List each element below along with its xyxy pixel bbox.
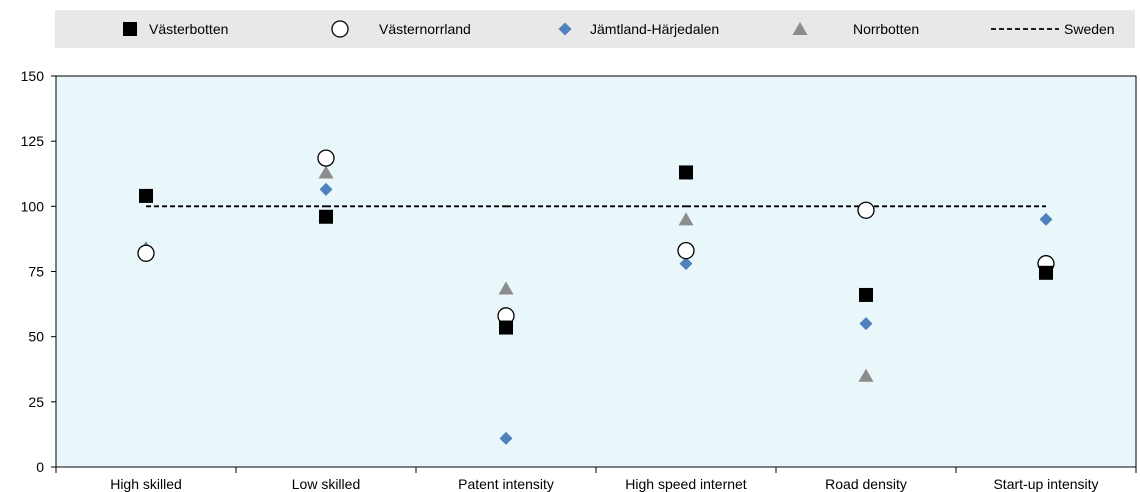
data-point [679, 257, 693, 271]
data-point [319, 182, 333, 196]
y-tick-label: 50 [28, 329, 44, 345]
data-point [318, 165, 334, 179]
x-category-label: Start-up intensity [993, 476, 1098, 492]
data-point [859, 317, 873, 331]
data-point [139, 188, 153, 203]
legend-marker [331, 20, 349, 38]
data-point [677, 241, 695, 260]
plot-area [55, 75, 1137, 468]
data-point [678, 212, 694, 226]
data-point [499, 431, 513, 445]
x-category-label: Patent intensity [458, 476, 554, 492]
data-point [319, 209, 333, 224]
data-point [679, 165, 693, 180]
x-category-label: High skilled [110, 476, 182, 492]
x-axis: High skilled Low skilled Patent intensity H… [55, 467, 1137, 492]
x-category-label: Low skilled [292, 476, 360, 492]
x-category-label: High speed internet [625, 476, 747, 492]
data-point [317, 149, 335, 167]
y-tick-label: 125 [21, 133, 45, 149]
legend: Västerbotten Västernorrland Jämtland-Härje… [123, 20, 1115, 38]
data-point [499, 320, 513, 335]
legend-label: Sweden [1064, 21, 1115, 37]
legend-label: Norrbotten [853, 21, 919, 37]
data-point [1039, 265, 1053, 280]
legend-label: Västerbotten [149, 21, 228, 37]
y-tick-label: 75 [28, 264, 44, 280]
y-tick-label: 25 [28, 394, 44, 410]
data-point [498, 281, 514, 295]
data-point [857, 201, 875, 219]
legend-marker [792, 22, 808, 35]
data-point [859, 287, 873, 302]
y-axis: 0 25 50 75 100 125 150 [21, 68, 56, 475]
data-point [137, 244, 155, 262]
x-category-label: Road density [825, 476, 907, 492]
legend-label: Västernorrland [379, 21, 471, 37]
y-tick-label: 0 [36, 459, 44, 475]
y-tick-label: 100 [21, 198, 45, 214]
legend-label: Jämtland-Härjedalen [590, 21, 719, 37]
legend-marker [558, 22, 572, 36]
data-points [137, 149, 1055, 445]
data-point [858, 368, 874, 382]
legend-marker [123, 22, 137, 36]
data-point [1039, 212, 1053, 226]
legend-background [55, 10, 1135, 48]
y-tick-label: 150 [21, 68, 45, 84]
